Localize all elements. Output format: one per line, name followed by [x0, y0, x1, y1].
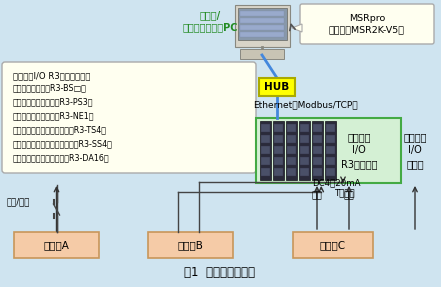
Text: サーバ/
クライアント用PC: サーバ/ クライアント用PC	[182, 10, 238, 32]
Bar	[235, 5, 290, 47]
Bar	[300, 135, 309, 143]
Bar	[238, 8, 287, 40]
Bar	[287, 124, 296, 132]
FancyBboxPatch shape	[300, 4, 434, 44]
Bar	[261, 135, 270, 143]
Bar	[274, 146, 283, 154]
Text: ・直流電流入力カード（形式：R3-SS4）: ・直流電流入力カード（形式：R3-SS4）	[13, 139, 113, 148]
FancyBboxPatch shape	[2, 62, 256, 173]
Bar	[326, 146, 335, 154]
Text: Ethernet（Modbus/TCP）: Ethernet（Modbus/TCP）	[253, 100, 357, 109]
Bar	[313, 146, 322, 154]
Bar	[14, 232, 99, 258]
Bar	[261, 168, 270, 176]
Bar	[300, 157, 309, 165]
Bar	[261, 124, 270, 132]
Bar	[274, 135, 283, 143]
Text: リモート
I/O
R3シリーズ: リモート I/O R3シリーズ	[341, 132, 377, 169]
Bar	[240, 11, 284, 16]
Bar	[256, 118, 401, 183]
Text: ・熱電対入力カード（形式：R3-TS4）: ・熱電対入力カード（形式：R3-TS4）	[13, 125, 107, 134]
Bar	[261, 146, 270, 154]
Bar	[300, 168, 309, 176]
Text: 同左: 同左	[312, 191, 322, 200]
Bar	[286, 121, 297, 180]
Polygon shape	[292, 24, 302, 32]
Bar	[148, 232, 233, 258]
Bar	[287, 146, 296, 154]
Bar	[287, 157, 296, 165]
Text: プレスA: プレスA	[44, 240, 69, 250]
Text: ・接点入力カード（形式：R3-DA16）: ・接点入力カード（形式：R3-DA16）	[13, 153, 110, 162]
Bar	[274, 124, 283, 132]
Bar	[313, 168, 322, 176]
Bar	[325, 121, 336, 180]
Bar	[326, 135, 335, 143]
Text: プレスC: プレスC	[320, 240, 346, 250]
Bar	[326, 168, 335, 176]
Bar	[274, 168, 283, 176]
Bar	[274, 157, 283, 165]
Text: ・ベース（形式：R3-BS□）: ・ベース（形式：R3-BS□）	[13, 83, 87, 92]
Bar	[259, 78, 295, 96]
Bar	[261, 157, 270, 165]
Bar	[293, 232, 373, 258]
Text: MSRpro
（形式：MSR2K-V5）: MSRpro （形式：MSR2K-V5）	[329, 13, 405, 34]
Text: リモートI/O R3シリーズ構成: リモートI/O R3シリーズ構成	[13, 71, 90, 80]
Bar	[287, 135, 296, 143]
Bar	[313, 157, 322, 165]
Bar	[299, 121, 310, 180]
Text: 運転/停止: 運転/停止	[7, 197, 30, 207]
Bar	[313, 124, 322, 132]
Text: 同左: 同左	[344, 191, 355, 200]
Text: T熱電対: T熱電対	[335, 188, 355, 197]
Text: リモート
I/O
収納盤: リモート I/O 収納盤	[403, 132, 427, 169]
Bar	[240, 32, 284, 37]
Bar	[300, 146, 309, 154]
Bar	[240, 18, 284, 23]
Bar	[326, 157, 335, 165]
Bar	[240, 49, 284, 59]
Text: DC4～20mA: DC4～20mA	[312, 178, 361, 187]
Bar	[260, 121, 271, 180]
Bar	[287, 168, 296, 176]
Text: プレスB: プレスB	[178, 240, 203, 250]
Text: 図1  システム構成図: 図1 システム構成図	[184, 265, 255, 278]
Bar	[313, 135, 322, 143]
Bar	[240, 25, 284, 30]
Bar	[273, 121, 284, 180]
Bar	[300, 124, 309, 132]
Bar	[312, 121, 323, 180]
Text: HUB: HUB	[264, 82, 290, 92]
Bar	[326, 124, 335, 132]
Text: ・電源カード（形式：R3-PS3）: ・電源カード（形式：R3-PS3）	[13, 97, 93, 106]
Text: ・通信カード（形式：R3-NE1）: ・通信カード（形式：R3-NE1）	[13, 111, 94, 120]
